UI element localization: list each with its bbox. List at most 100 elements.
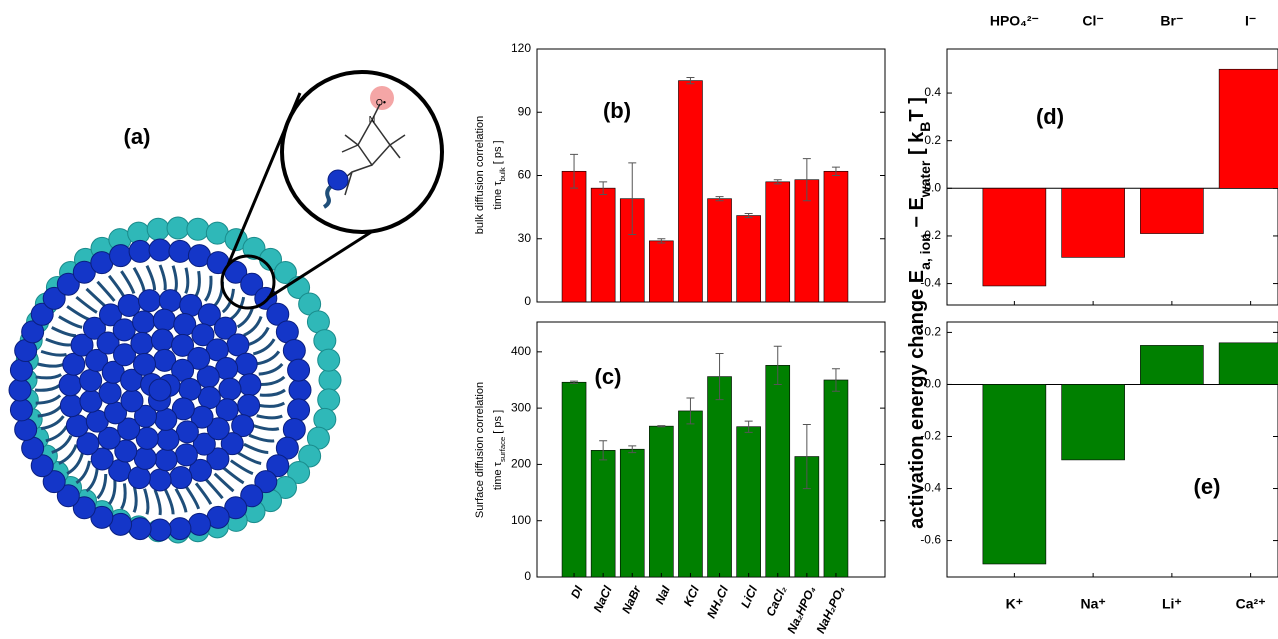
outer-headgroup [187,218,209,240]
lipid-tail [36,395,60,403]
lipid-tail [38,406,62,416]
core-ball [235,353,257,375]
y-tick-label: 400 [511,344,531,358]
x-tick-label: NaH₂PO₄ [813,584,847,636]
core-ball [175,444,197,466]
core-ball [149,469,171,491]
lipid-tail [206,479,223,498]
x-tick-label: NaBr [619,582,644,615]
y-axis-label-part: time τ [492,461,504,490]
lipid-tail [52,328,76,336]
lipid-tail [36,375,62,378]
y-tick-label: 300 [511,400,531,414]
headgroup [110,245,132,267]
lipid-tail [155,490,160,515]
bar [1219,69,1278,188]
lipid-tail [38,364,64,366]
atom-label: O• [376,97,386,107]
y-tick-label: 90 [518,104,532,118]
micelle-illustration: NO• [9,72,442,543]
headgroup [169,518,191,540]
core-ball [66,415,88,437]
lipid-tail [121,483,125,508]
x-tick-label: Li⁺ [1162,596,1182,612]
lipid-tail [238,453,261,464]
y-axis-label-part: time τ [492,181,504,210]
outer-headgroup [318,349,340,371]
core-ball [157,428,179,450]
bar [1062,188,1125,257]
panel-label: (e) [1194,474,1221,499]
bar [824,171,848,302]
core-ball [198,387,220,409]
y-axis-label: activation energy change Ea, ion − Ewate… [906,97,932,529]
headgroup [149,239,171,261]
core-ball [63,353,85,375]
core-ball [133,353,155,375]
y-axis-label-part: T ] [906,97,928,121]
lipid-tail [87,289,106,306]
y-axis-label-part: − E [906,197,928,233]
bar [824,380,848,577]
lipid-tail [176,489,186,513]
lipid-tail [76,297,97,312]
y-tick-label: 30 [518,231,532,245]
y-axis-label-part: surface [498,437,507,462]
y-tick-label: 120 [511,41,531,55]
bar [562,171,586,302]
core-ball [153,309,175,331]
bar [766,182,790,302]
lipid-tail [109,276,124,297]
lipid-tail [165,490,173,514]
panel-label: (a) [124,124,151,149]
y-tick-label: 0.2 [924,325,941,339]
x-tick-label: CaCl₂ [763,583,789,618]
lipid-tail [134,268,144,292]
core-ball [155,408,177,430]
core-ball [60,395,82,417]
lipid-tail [186,268,188,294]
panel-label: (d) [1036,104,1064,129]
y-axis-label: Surface diffusion correlation [474,382,486,518]
outer-headgroup [147,218,169,240]
lipid-tail [121,271,134,293]
x-tick-label: Na⁺ [1080,596,1105,612]
lipid-tail [98,474,106,498]
lipid-tail [215,474,234,491]
lipid-tail [249,435,274,441]
lipid-tail [147,266,155,290]
lipid-tail [67,306,89,319]
y-tick-label: 0 [524,294,531,308]
y-axis-label: time τbulk [ ps ] [492,140,507,209]
lipid-tail [109,479,115,504]
lipid-tail [259,364,283,374]
lipid-tail [35,385,60,390]
lipid-tail [59,317,82,328]
lipid-tail [205,276,211,301]
headgroup [10,359,32,381]
lipid-tail [259,403,285,406]
lipid-tail [134,487,136,513]
core-ball [159,290,181,312]
headgroup [10,399,32,421]
bar [591,450,615,577]
lipid-tail [231,461,253,474]
y-axis-label-part: bulk [498,167,507,181]
x-tick-label: I⁻ [1245,13,1256,29]
lipid-tail [196,483,211,504]
x-tick-label: Cl⁻ [1082,13,1103,29]
bar [678,81,702,302]
x-tick-label: HPO₄²⁻ [990,13,1039,29]
headgroup [288,359,310,381]
core-ball [128,467,150,489]
outer-headgroup [319,369,341,391]
y-axis-label-part: [ ps ] [492,140,504,167]
core-ball [155,449,177,471]
lipid-tail [196,271,200,296]
x-tick-label: Br⁻ [1160,13,1183,29]
y-tick-label: -0.2 [920,429,941,443]
headgroup [9,379,31,401]
headgroup [288,399,310,421]
headgroup [188,513,210,535]
core-ball [151,329,173,351]
